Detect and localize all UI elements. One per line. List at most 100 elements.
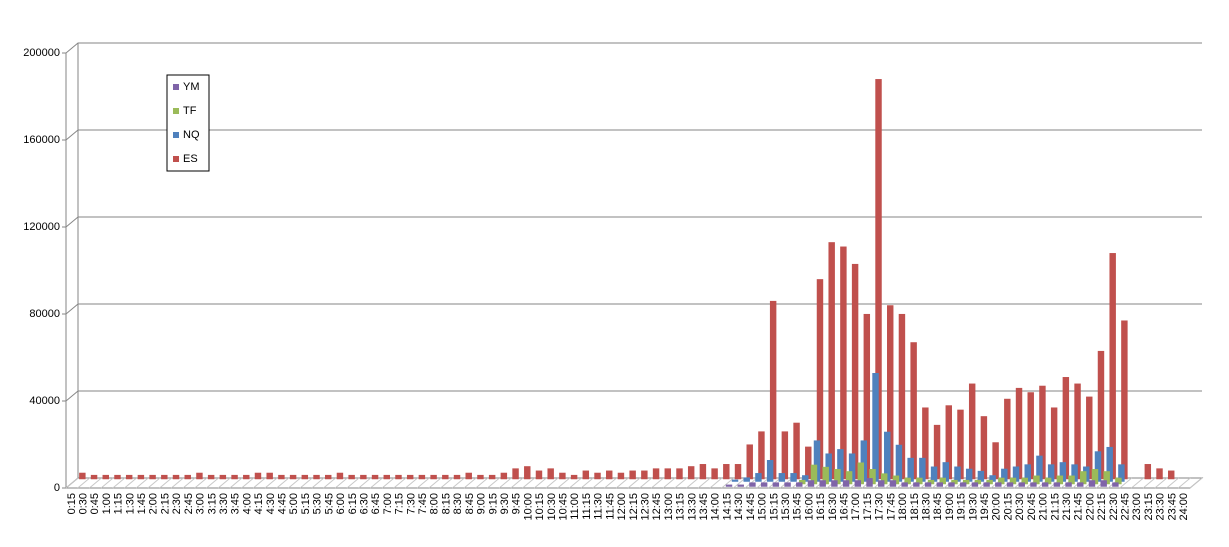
bar	[114, 474, 121, 480]
bar	[219, 474, 227, 480]
x-tick-label: 10:00	[522, 493, 534, 521]
bar	[854, 480, 862, 487]
x-tick-label: 9:45	[511, 493, 523, 514]
floor-divider	[416, 477, 430, 489]
bar	[916, 477, 923, 485]
floor-divider	[77, 477, 91, 489]
floor-divider	[288, 477, 301, 489]
bar	[784, 482, 791, 487]
floor-divider	[89, 477, 102, 489]
x-tick-label: 2:00	[148, 493, 160, 514]
legend-label: ES	[183, 153, 198, 165]
x-tick-label: 14:00	[710, 493, 722, 521]
bar	[395, 474, 402, 480]
x-tick-label: 11:00	[569, 493, 581, 520]
x-tick-label: 0:30	[77, 493, 89, 514]
bar	[1030, 482, 1037, 487]
x-tick-label: 0:45	[89, 493, 101, 514]
bar	[687, 466, 695, 480]
grid-line	[65, 216, 1202, 228]
floor-divider	[1177, 477, 1191, 489]
grid-line	[65, 129, 1202, 141]
bar	[875, 79, 882, 480]
floor-divider	[159, 477, 172, 489]
bar	[781, 431, 789, 480]
bar	[778, 473, 786, 482]
bar	[746, 444, 753, 480]
bar	[1100, 480, 1107, 487]
bar	[851, 263, 859, 480]
bar	[810, 464, 818, 485]
x-tick-label: 22:00	[1084, 493, 1096, 521]
floor-divider	[299, 477, 313, 489]
bar	[313, 474, 320, 480]
floor-divider	[487, 477, 500, 489]
floor-divider	[112, 477, 126, 489]
x-tick-label: 19:15	[956, 493, 968, 521]
bar	[266, 472, 273, 480]
x-tick-label: 12:00	[616, 493, 628, 521]
floor-divider	[651, 477, 664, 489]
bar	[954, 466, 961, 482]
bar	[1015, 387, 1023, 480]
floor-divider	[615, 477, 629, 489]
y-tick-label: 40000	[29, 395, 60, 407]
x-tick-label: 3:15	[206, 493, 218, 514]
bar	[772, 482, 780, 487]
bar	[904, 477, 911, 485]
x-tick-label: 8:45	[464, 493, 476, 514]
x-tick-label: 12:30	[639, 493, 651, 521]
bar	[336, 472, 344, 480]
x-tick-label: 19:45	[979, 493, 991, 521]
x-tick-label: 10:15	[534, 493, 546, 521]
bar	[887, 305, 894, 480]
legend-swatch	[173, 156, 179, 162]
floor-divider	[171, 477, 184, 489]
bar	[927, 479, 935, 485]
floor-divider	[580, 477, 594, 489]
bar	[1080, 471, 1087, 485]
x-tick-label: 13:15	[675, 493, 687, 521]
floor-divider	[241, 477, 254, 489]
grid-line	[65, 390, 1202, 402]
y-tick-label: 200000	[23, 47, 60, 59]
x-tick-label: 18:15	[909, 493, 921, 521]
bar	[289, 474, 297, 480]
floor-divider	[229, 477, 243, 489]
x-tick-label: 16:15	[815, 493, 827, 521]
floor-divider	[323, 477, 336, 489]
bar	[79, 472, 86, 480]
bar	[957, 409, 964, 480]
x-tick-label: 21:30	[1061, 493, 1073, 521]
bar	[172, 474, 180, 480]
bar	[1059, 462, 1067, 482]
x-tick-label: 6:15	[347, 493, 359, 514]
bar	[907, 457, 914, 482]
bar	[734, 464, 742, 480]
x-tick-label: 1:15	[113, 493, 125, 514]
x-tick-label: 18:00	[897, 493, 909, 521]
y-tick-label: 160000	[23, 134, 60, 146]
x-tick-label: 17:30	[874, 493, 886, 521]
bar	[881, 473, 888, 485]
bar	[1041, 482, 1049, 487]
bar	[1021, 477, 1028, 485]
bar	[1001, 468, 1008, 482]
floor-divider	[639, 477, 653, 489]
bar	[594, 472, 601, 480]
bar	[919, 457, 926, 482]
bar	[819, 480, 826, 487]
x-tick-label: 15:15	[768, 493, 780, 521]
bar	[901, 482, 908, 487]
bar	[1115, 477, 1122, 485]
x-tick-label: 3:45	[230, 493, 242, 514]
bar	[866, 478, 873, 487]
floor-divider	[1189, 477, 1203, 489]
x-tick-label: 19:30	[967, 493, 979, 521]
bar	[983, 482, 990, 487]
bar	[845, 471, 853, 485]
bar	[831, 480, 838, 487]
bar	[942, 462, 949, 482]
floor-divider	[498, 477, 512, 489]
x-tick-label: 23:15	[1143, 493, 1155, 521]
